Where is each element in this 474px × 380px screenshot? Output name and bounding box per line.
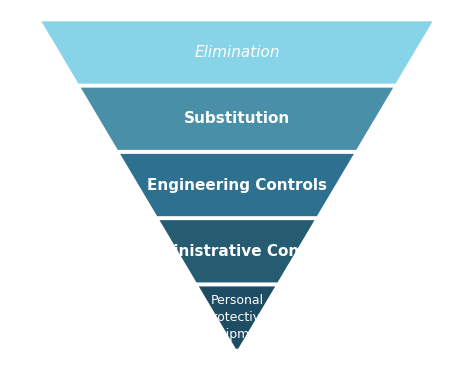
- Text: Substitution: Substitution: [184, 111, 290, 126]
- Text: Elimination: Elimination: [194, 45, 280, 60]
- Polygon shape: [81, 88, 393, 150]
- Text: Administrative Controls: Administrative Controls: [135, 244, 339, 259]
- Polygon shape: [41, 21, 433, 84]
- Text: Engineering Controls: Engineering Controls: [147, 177, 327, 193]
- Text: Personal
Protective
Equipment: Personal Protective Equipment: [203, 294, 271, 341]
- Polygon shape: [159, 220, 315, 282]
- Polygon shape: [199, 287, 275, 349]
- Polygon shape: [120, 154, 354, 216]
